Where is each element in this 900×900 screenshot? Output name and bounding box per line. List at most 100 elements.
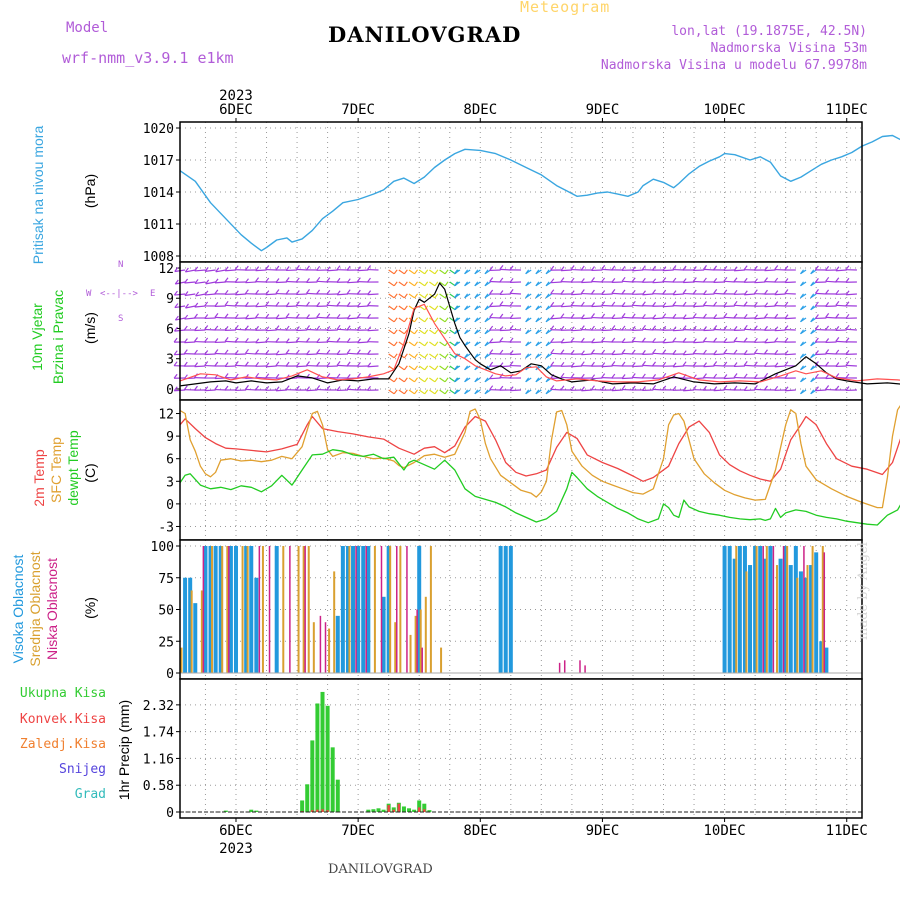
wind-barb-flag	[845, 350, 850, 355]
wind-barb-flag	[193, 349, 198, 355]
wind-barb-flag	[591, 266, 595, 271]
wind-barb-flag	[535, 329, 540, 335]
wind-barb-flag	[336, 301, 341, 307]
wind-barb-flag	[545, 341, 550, 347]
wind-barb-flag	[713, 386, 718, 391]
wind-barb	[439, 377, 446, 383]
wind-barb-flag	[193, 313, 198, 319]
wind-barb-flag	[703, 265, 707, 270]
wind-barb-flag	[580, 265, 585, 271]
wind-barb-flag	[464, 305, 469, 311]
wind-barb	[642, 364, 654, 367]
wind-barb-flag	[224, 362, 229, 367]
wind-barb	[194, 305, 206, 308]
wind-barb	[347, 352, 359, 355]
wind-barb-flag	[434, 389, 439, 395]
wind-barb-flag	[652, 337, 657, 343]
wind-barb	[194, 329, 206, 332]
wind-barb-flag	[525, 281, 530, 287]
wind-barb-flag	[774, 290, 779, 295]
high-cloud-bar	[188, 577, 193, 673]
wind-barb	[245, 281, 257, 284]
wind-barb-flag	[509, 289, 514, 294]
wind-barb	[734, 269, 745, 272]
wind-barb-flag	[774, 385, 779, 391]
wind-barb-flag	[509, 265, 514, 271]
wind-barb	[845, 364, 857, 367]
wind-barb-flag	[403, 377, 408, 383]
wind-barb-flag	[810, 317, 815, 323]
wind-barb-flag	[525, 353, 530, 359]
wind-barb-flag	[275, 289, 280, 294]
wind-barb-flag	[641, 350, 646, 355]
wind-barb-flag	[774, 301, 779, 306]
total-precip-bar	[427, 810, 432, 812]
wind-barb-flag	[214, 385, 219, 390]
wind-barb-flag	[835, 349, 840, 355]
wind-barb-flag	[489, 374, 494, 380]
wind-barb	[744, 328, 756, 331]
wind-barb-flag	[499, 337, 504, 342]
wind-barb	[429, 341, 436, 347]
wind-barb-flag	[434, 293, 439, 299]
wind-barb-flag	[316, 276, 321, 282]
low-cloud-bar	[365, 546, 367, 673]
wind-barb-flag	[810, 329, 815, 335]
wind-barb	[550, 317, 562, 320]
wind-barb	[275, 353, 287, 356]
wind-barb-flag	[692, 302, 697, 307]
wind-barb	[784, 317, 796, 320]
wind-barb-flag	[611, 386, 616, 391]
wind-barb-flag	[346, 314, 351, 320]
wind-barb-flag	[713, 350, 718, 355]
wind-barb-flag	[641, 301, 646, 307]
total-precip-bar	[320, 691, 325, 812]
wind-barb-flag	[489, 277, 494, 282]
wind-barb-flag	[672, 349, 677, 355]
wind-barb-flag	[525, 305, 530, 311]
wind-barb-flag	[550, 289, 555, 295]
pressure-unit: (hPa)	[82, 173, 98, 209]
total-precip-bar	[401, 806, 406, 812]
wind-barb	[276, 389, 287, 392]
wind-barb-flag	[484, 305, 489, 311]
wind-barb	[744, 293, 756, 296]
wind-barb-flag	[244, 265, 249, 271]
wind-barb-flag	[550, 348, 555, 354]
wind-barb-flag	[810, 377, 815, 383]
wind-barb-flag	[357, 338, 361, 344]
wind-barb-flag	[509, 361, 514, 366]
wind-barb-flag	[753, 289, 758, 295]
wind-barb-flag	[204, 337, 209, 343]
wind-barb-flag	[560, 277, 565, 282]
wind-barb	[326, 269, 338, 272]
wind-speed-line	[179, 282, 900, 387]
wind-barb-flag	[611, 337, 616, 343]
wind-barb-flag	[560, 338, 565, 344]
wind-barb-flag	[183, 325, 188, 331]
wind-barb	[347, 317, 359, 320]
wind-barb	[611, 328, 623, 331]
wind-barb-flag	[464, 329, 469, 335]
wind-barb-flag	[295, 277, 300, 283]
wind-barb	[408, 341, 415, 347]
wind-barb-flag	[434, 329, 439, 335]
wind-barb-flag	[800, 389, 804, 395]
wind-barb-flag	[733, 300, 738, 306]
wind-barb	[489, 377, 501, 380]
wind-barb-flag	[434, 305, 439, 311]
wind-barb-flag	[414, 389, 419, 395]
total-precip-bar	[376, 808, 381, 812]
wind-barb-flag	[214, 302, 219, 307]
wind-barb-flag	[244, 278, 249, 284]
wind-barb-flag	[305, 314, 310, 319]
wind-barb-flag	[621, 374, 626, 379]
low-cloud-bar	[304, 546, 306, 673]
wind-barb-flag	[764, 289, 768, 295]
wind-barb-flag	[285, 266, 290, 271]
wind-barb-flag	[800, 353, 804, 359]
wind-barb-flag	[295, 326, 300, 331]
wind-barb	[398, 377, 405, 383]
wind-barb-flag	[346, 278, 351, 284]
wind-barb	[265, 293, 277, 296]
